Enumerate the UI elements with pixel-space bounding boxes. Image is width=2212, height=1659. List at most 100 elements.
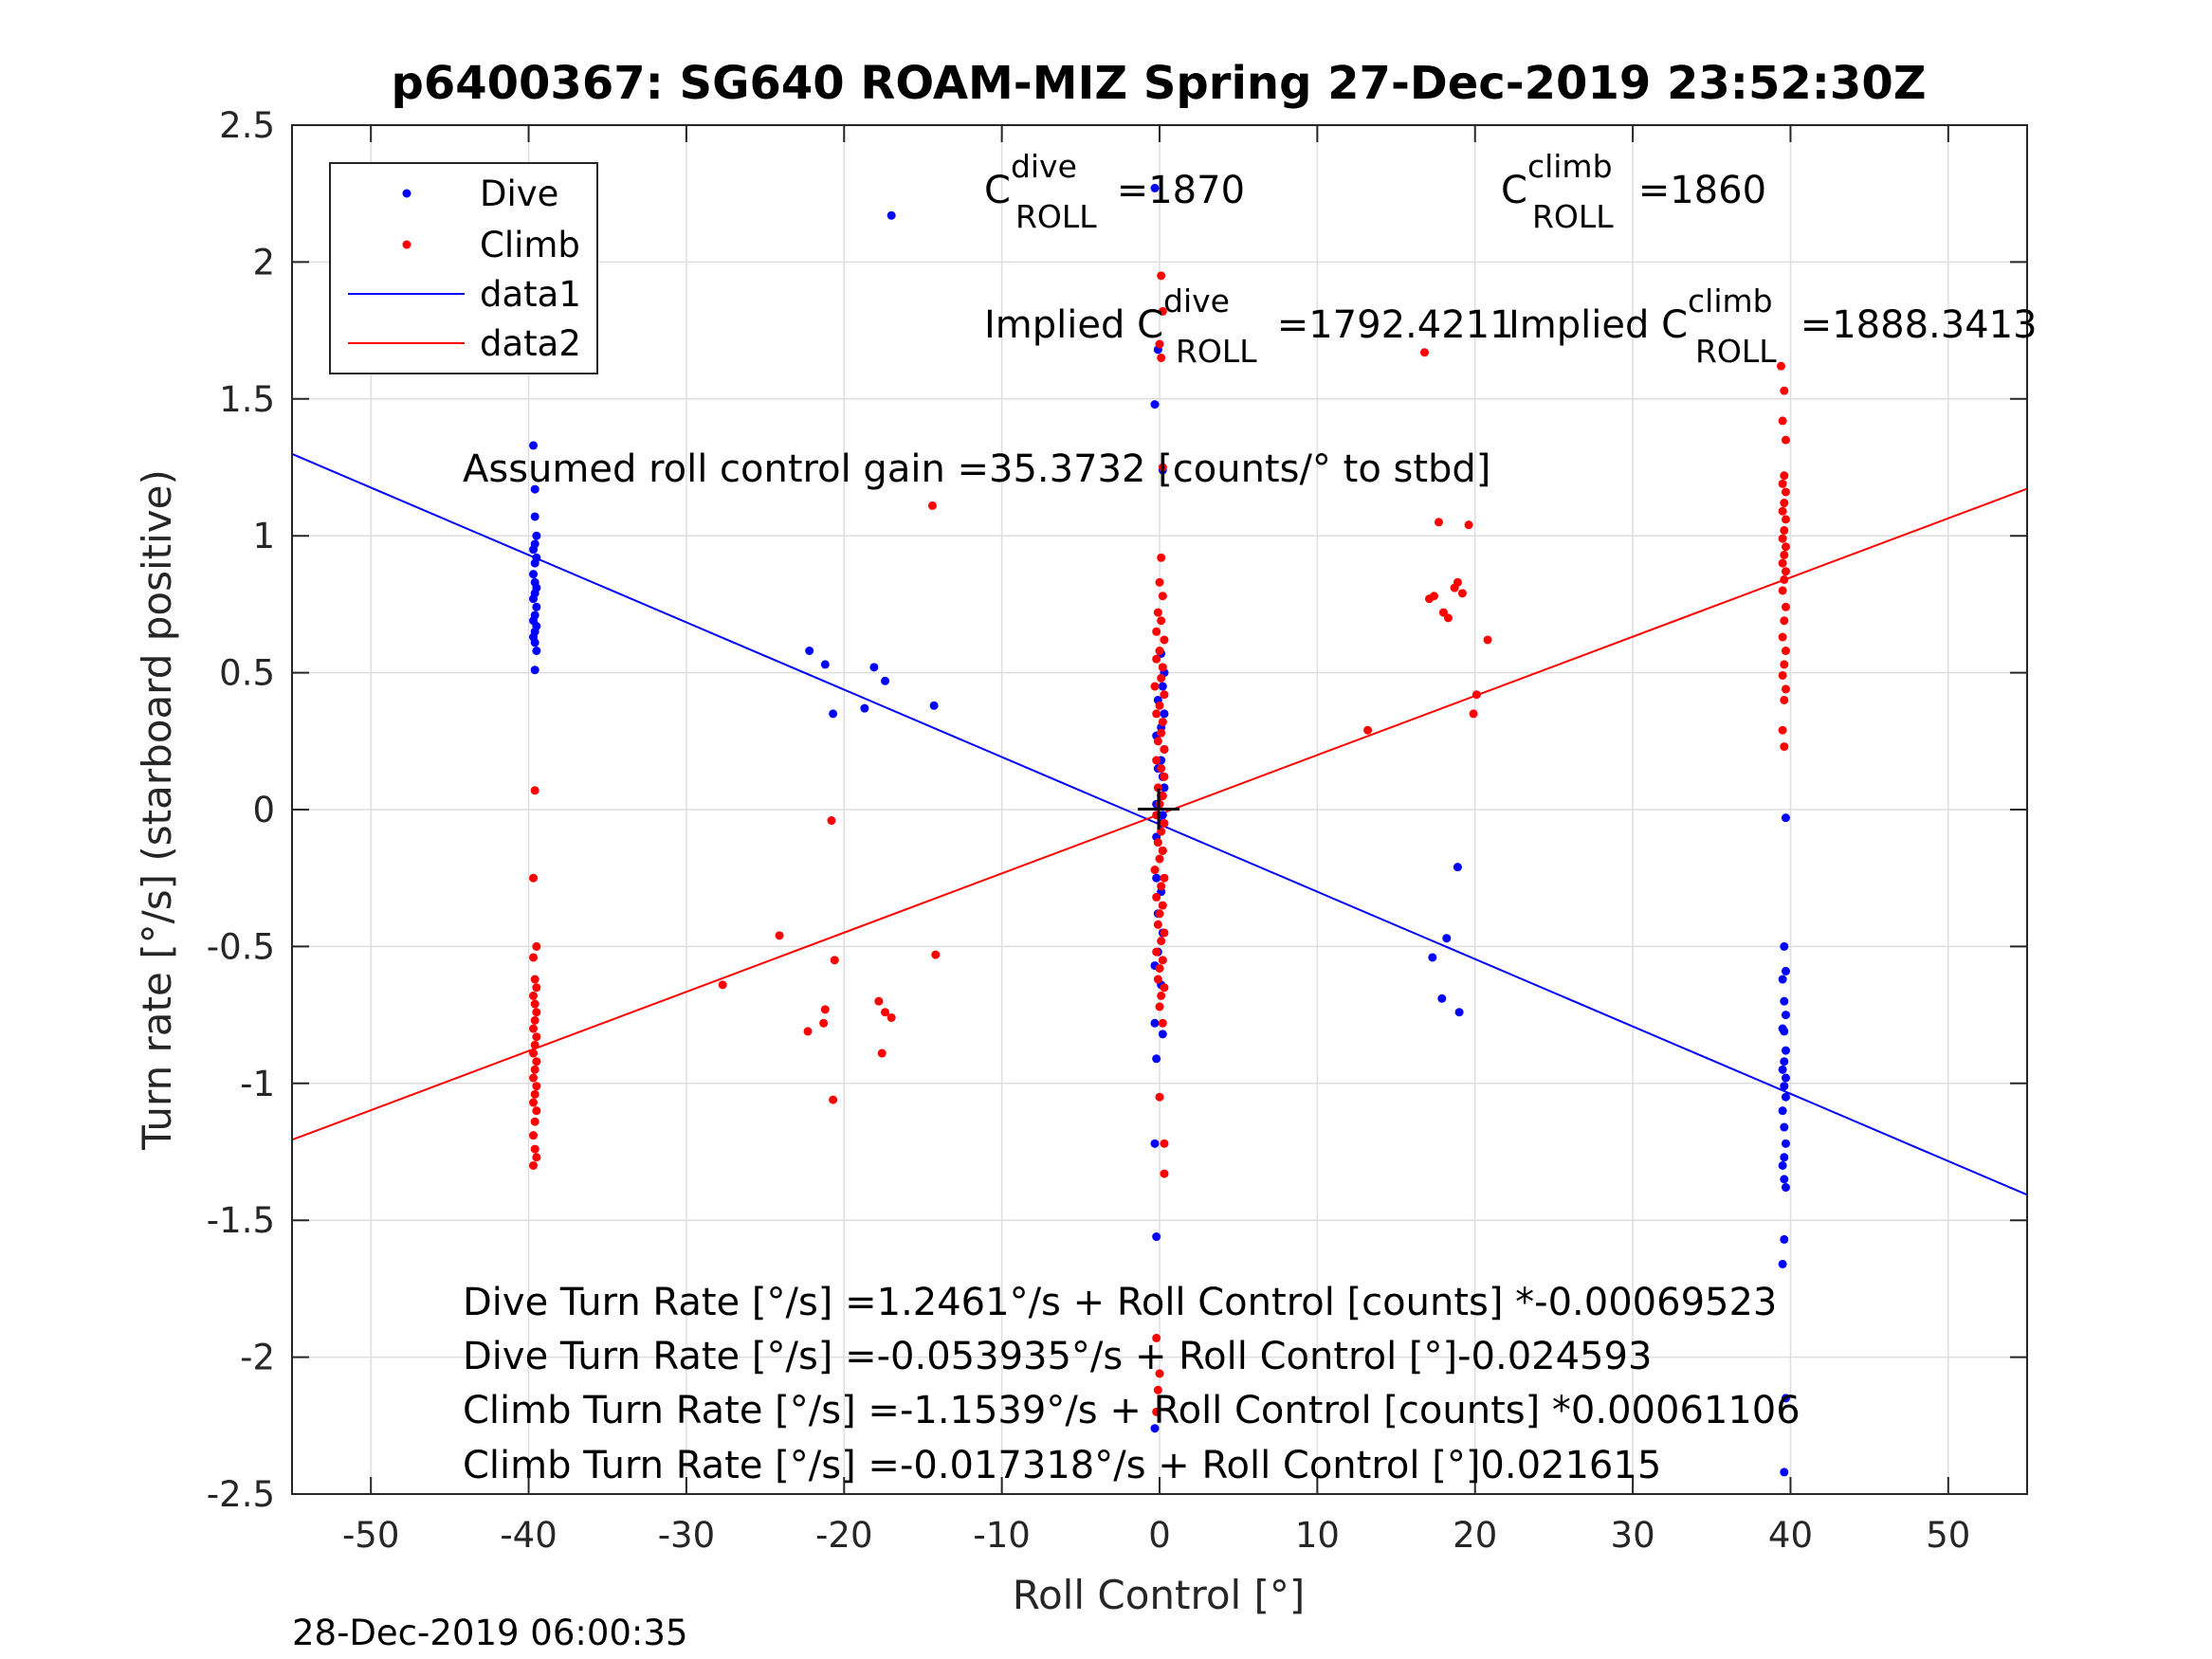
dive-point (532, 602, 541, 611)
climb-point (1429, 592, 1438, 601)
climb-point (1434, 518, 1443, 527)
climb-point (1152, 654, 1161, 664)
dive-point (881, 676, 890, 685)
climb-point (1778, 416, 1787, 426)
climb-point (530, 1065, 539, 1074)
climb-point (1157, 616, 1166, 626)
climb-point (1153, 1385, 1162, 1395)
dive-point (529, 594, 539, 604)
dive-point (529, 441, 539, 450)
chart-title: p6400367: SG640 ROAM-MIZ Spring 27-Dec-2… (391, 57, 1926, 110)
dive-point (1428, 953, 1437, 962)
climb-point (1155, 909, 1164, 919)
climb-point (1778, 725, 1787, 735)
axes-box (291, 124, 2028, 1495)
climb-point (1158, 956, 1167, 965)
climb-point (1160, 873, 1169, 883)
y-axis-label: Turn rate [°/s] (starboard positive) (134, 469, 180, 1151)
climb-point (1781, 542, 1790, 552)
climb-point (1483, 635, 1492, 645)
climb-point (1780, 471, 1789, 481)
climb-point (1781, 646, 1790, 655)
climb-point (1158, 1018, 1167, 1028)
x-tick-label: 30 (1611, 1515, 1655, 1556)
climb-point (530, 786, 539, 795)
climb-point (1776, 361, 1785, 371)
dive-point (530, 558, 539, 568)
climb-point (1153, 975, 1162, 984)
climb-equation-counts: Climb Turn Rate [°/s] =-1.1539°/s + Roll… (463, 1389, 1801, 1432)
dive-point (1781, 1073, 1790, 1083)
dive-point (1780, 1175, 1789, 1184)
legend-dive-label: Dive (480, 173, 558, 214)
climb-point (1152, 627, 1161, 636)
legend-climb-label: Climb (480, 225, 580, 265)
climb-point (1780, 386, 1789, 395)
x-tick-label: -30 (658, 1515, 715, 1556)
dive-point (1150, 400, 1160, 410)
y-tick-labels: 2.5 2 1.5 1 0.5 0 -0.5 -1 -1.5 -2 -2.5 (207, 105, 275, 1515)
x-tick-label: 50 (1926, 1515, 1970, 1556)
dive-point (1781, 1011, 1790, 1020)
climb-point (1150, 866, 1160, 875)
dive-point (1781, 1046, 1790, 1055)
climb-point (803, 1027, 813, 1036)
y-tick-label: -1.5 (207, 1200, 275, 1241)
x-tick-label: -20 (815, 1515, 872, 1556)
climb-point (529, 873, 539, 883)
climb-point (1778, 558, 1787, 568)
x-tick-label: 0 (1148, 1515, 1171, 1556)
climb-point (874, 996, 884, 1006)
dive-point (530, 638, 539, 647)
climb-point (1453, 577, 1462, 587)
climb-point (1157, 271, 1166, 281)
climb-point (718, 980, 727, 990)
climb-point (1160, 772, 1169, 781)
climb-point (1780, 660, 1789, 669)
dive-point (1781, 813, 1790, 823)
dive-point (1781, 966, 1790, 975)
legend: Dive Climb data1 data2 (329, 162, 598, 374)
climb-point (1158, 592, 1167, 601)
climb-point (1464, 520, 1473, 530)
climb-point (1781, 602, 1790, 611)
climb-point (1778, 534, 1787, 543)
climb-point (530, 1040, 539, 1049)
climb-point (1155, 964, 1164, 974)
dive-point (1781, 1183, 1790, 1193)
x-tick-label: 20 (1453, 1515, 1497, 1556)
climb-point (529, 1024, 539, 1033)
x-axis-label: Roll Control [°] (1013, 1572, 1306, 1618)
climb-point (1158, 718, 1167, 727)
dive-point (1780, 1082, 1789, 1091)
climb-point (1150, 682, 1160, 691)
climb-point (931, 950, 941, 959)
dive-point (1780, 1122, 1789, 1132)
dive-equation-counts: Dive Turn Rate [°/s] =1.2461°/s + Roll C… (463, 1281, 1777, 1324)
dive-point (1778, 1160, 1787, 1170)
climb-point (877, 1048, 887, 1058)
dive-point (1780, 996, 1789, 1006)
climb-point (1157, 353, 1166, 362)
dive-point (1437, 994, 1447, 1003)
dive-point (1781, 1139, 1790, 1148)
dive-point (1778, 1065, 1787, 1074)
climb-point (1160, 983, 1169, 993)
climb-point (830, 956, 839, 965)
dive-point (530, 665, 539, 675)
climb-point (1780, 574, 1789, 584)
x-tick-label: 40 (1768, 1515, 1813, 1556)
dive-point (1781, 1092, 1790, 1102)
climb-point (1152, 947, 1161, 957)
climb-point (529, 1160, 539, 1170)
y-tick-label: 1.5 (219, 379, 275, 420)
climb-point (1157, 673, 1166, 683)
climb-point (1157, 764, 1166, 774)
climb-point (1778, 479, 1787, 488)
y-tick-label: -0.5 (207, 926, 275, 967)
climb-point (532, 1082, 541, 1091)
origin-crosshair (1138, 789, 1179, 830)
dive-point (829, 709, 838, 719)
climb-point (1153, 608, 1162, 617)
climb-point (1155, 1369, 1164, 1378)
